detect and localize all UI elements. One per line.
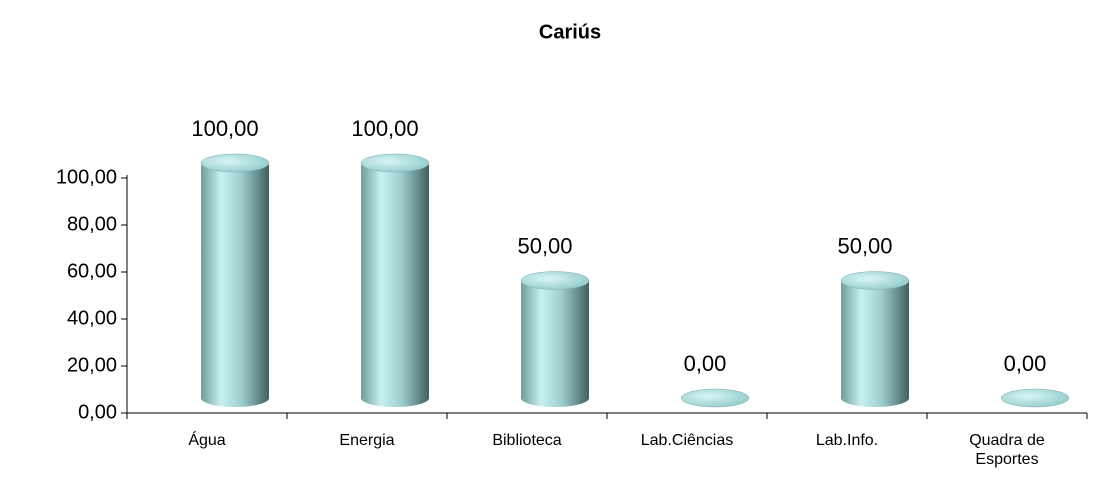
bar-body [361,163,429,407]
y-tick-label: 20,00 [67,354,117,376]
bar-top [200,153,270,173]
x-tick-label: Lab.Info. [815,432,879,449]
bar-top [1000,388,1070,408]
y-tick-label: 40,00 [67,307,117,329]
bar-top [520,271,590,290]
data-label: 50,00 [517,233,572,258]
x-tick-label: Lab.Ciências [640,432,734,449]
y-tick-label: 100,00 [56,166,117,188]
bar-top [680,388,750,408]
chart-title: Cariús [539,21,601,43]
bar-body [521,280,589,407]
bar-body [201,163,269,407]
x-tick-label: Biblioteca [492,432,562,449]
bar-top [840,271,910,290]
x-tick-label: Água [188,432,226,449]
x-tick-label: Energia [339,432,395,449]
y-tick-label: 60,00 [67,260,117,282]
y-tick-label: 80,00 [67,213,117,235]
data-label: 0,00 [1004,351,1047,376]
data-label: 0,00 [684,351,727,376]
data-label: 100,00 [351,116,418,141]
bar-top [360,153,430,173]
y-tick-label: 0,00 [78,401,117,423]
bar-body [841,280,909,407]
data-label: 50,00 [837,233,892,258]
data-label: 100,00 [191,116,258,141]
x-tick-label: Quadra de Esportes [969,432,1045,468]
